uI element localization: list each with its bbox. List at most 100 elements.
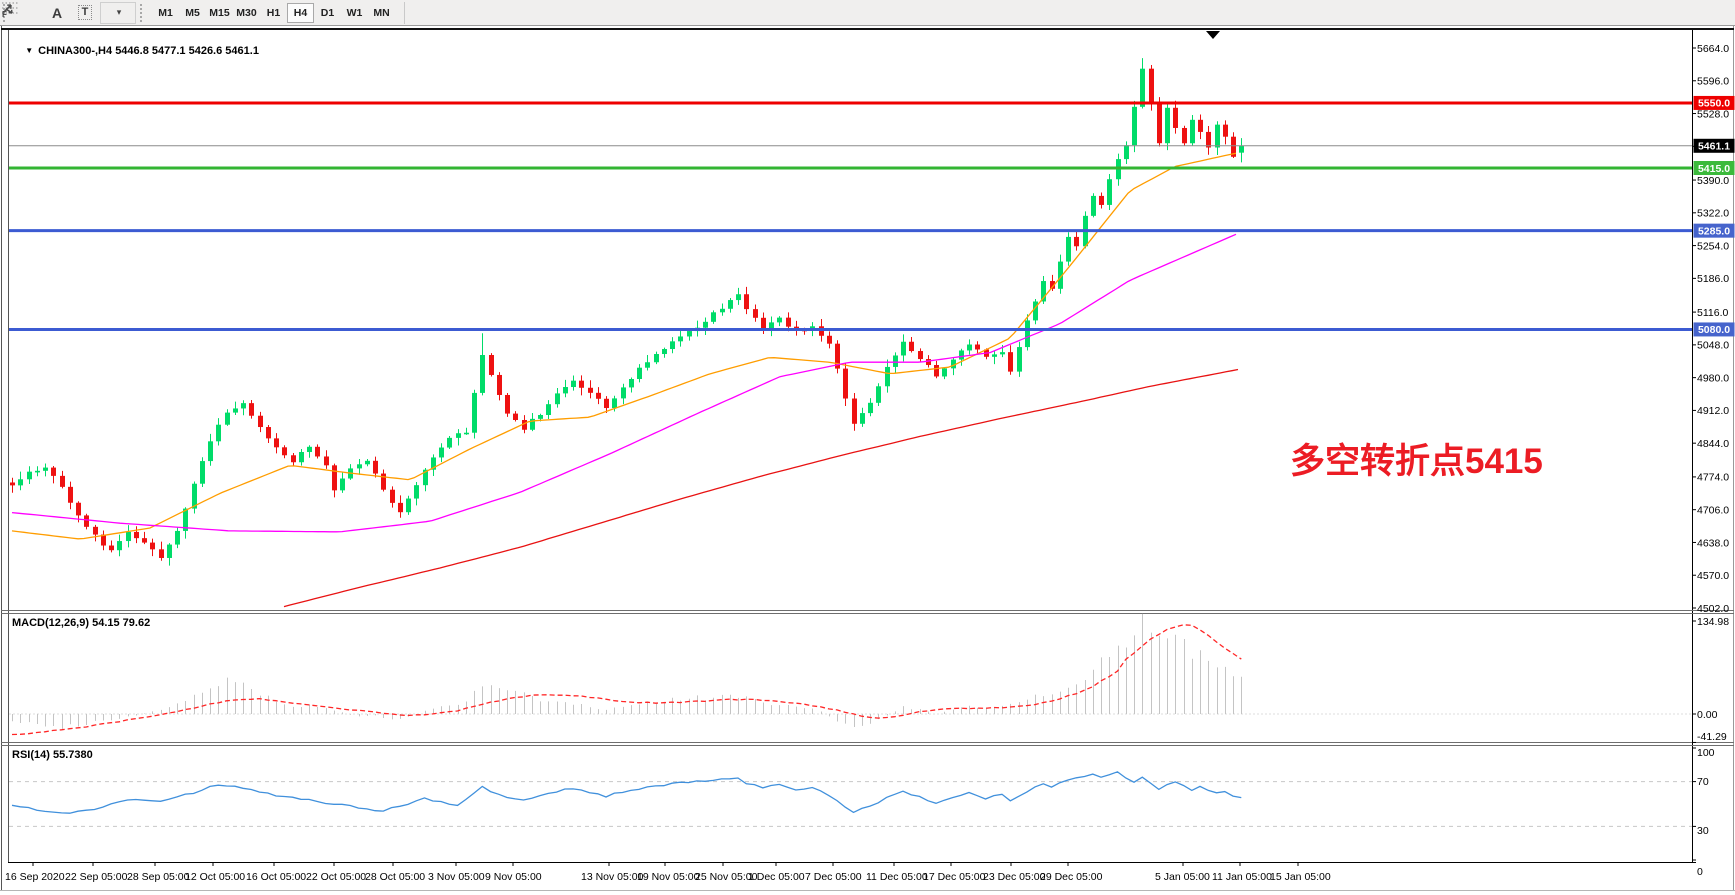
chart-frame (0, 26, 1735, 891)
ma-fast (11, 152, 1237, 540)
price-badge (1693, 95, 1735, 110)
svg-text:-41.29: -41.29 (1697, 731, 1727, 743)
svg-text:22 Sep 05:00: 22 Sep 05:00 (65, 871, 128, 883)
fibonacci-tool-button[interactable]: F (2, 2, 42, 24)
toolbar-grip[interactable] (3, 3, 10, 22)
svg-text:1 Dec 05:00: 1 Dec 05:00 (748, 871, 805, 883)
svg-text:5322.0: 5322.0 (1697, 208, 1729, 220)
svg-text:0.00: 0.00 (1697, 709, 1718, 721)
svg-text:30: 30 (1697, 825, 1709, 837)
label-tool-button[interactable]: T (72, 2, 98, 24)
svg-text:19 Nov 05:00: 19 Nov 05:00 (637, 871, 700, 883)
svg-text:5528.0: 5528.0 (1697, 108, 1729, 120)
svg-text:70: 70 (1697, 776, 1709, 788)
timeframe-button-MN[interactable]: MN (368, 3, 395, 23)
chart-shift-marker (1206, 31, 1220, 39)
toolbar-grip[interactable] (140, 3, 147, 22)
svg-text:5254.0: 5254.0 (1697, 240, 1729, 252)
svg-text:5664.0: 5664.0 (1697, 43, 1729, 55)
svg-text:5285.0: 5285.0 (1698, 225, 1730, 237)
svg-text:4638.0: 4638.0 (1697, 537, 1729, 549)
svg-text:9 Nov 05:00: 9 Nov 05:00 (485, 871, 542, 883)
svg-text:29 Dec 05:00: 29 Dec 05:00 (1040, 871, 1103, 883)
svg-text:5116.0: 5116.0 (1697, 307, 1728, 319)
svg-text:5186.0: 5186.0 (1697, 273, 1729, 285)
toolbar: F A T ▾ M1 M5 M15 M30 H1 H4 D1 W1 MN (0, 0, 1735, 26)
macd-panel: 134.98 0.00 -41.29 (9, 613, 1729, 743)
svg-text:7 Dec 05:00: 7 Dec 05:00 (805, 871, 862, 883)
svg-text:15 Jan 05:00: 15 Jan 05:00 (1270, 871, 1331, 883)
svg-text:5080.0: 5080.0 (1698, 324, 1730, 336)
price-badges-layer: 5550.0 5461.1 5415.0 5285.0 5080.0 (1693, 95, 1735, 337)
timeframe-button-M30[interactable]: M30 (233, 3, 260, 23)
text-tool-button[interactable]: A (44, 2, 70, 24)
rsi-indicator-label: RSI(14) 55.7380 (12, 749, 93, 761)
svg-text:11 Jan 05:00: 11 Jan 05:00 (1212, 871, 1272, 883)
horizontal-lines-layer (9, 101, 1692, 331)
label-tool-icon: T (77, 5, 93, 20)
svg-text:22 Oct 05:00: 22 Oct 05:00 (306, 871, 366, 883)
macd-indicator-label: MACD(12,26,9) 54.15 79.62 (12, 617, 151, 629)
svg-text:F: F (2, 10, 7, 18)
arrows-icon (3, 4, 13, 14)
collapse-icon[interactable]: ▼ (25, 46, 34, 55)
svg-text:25 Nov 05:00: 25 Nov 05:00 (695, 871, 758, 883)
svg-text:4912.0: 4912.0 (1697, 405, 1729, 417)
svg-text:134.98: 134.98 (1697, 616, 1729, 628)
svg-text:4844.0: 4844.0 (1697, 438, 1729, 450)
svg-text:28 Oct 05:00: 28 Oct 05:00 (365, 871, 425, 883)
chevron-down-icon: ▾ (116, 7, 122, 17)
rsi-panel: 100 70 30 0 (9, 747, 1715, 878)
price-badge (1693, 322, 1735, 337)
price-badge (1693, 223, 1735, 238)
timeframe-button-M15[interactable]: M15 (206, 3, 233, 23)
chart-header: ▼ CHINA300-,H4 5446.8 5477.1 5426.6 5461.… (13, 33, 259, 69)
svg-text:12 Oct 05:00: 12 Oct 05:00 (185, 871, 245, 883)
svg-text:100: 100 (1697, 747, 1715, 759)
svg-text:4570.0: 4570.0 (1697, 570, 1729, 582)
price-axis: 5664.05596.05528.05460.05390.05322.05254… (1692, 43, 1729, 615)
svg-text:5550.0: 5550.0 (1698, 98, 1730, 110)
timeframe-button-H1[interactable]: H1 (260, 3, 287, 23)
ma-medium (11, 233, 1237, 533)
svg-text:28 Sep 05:00: 28 Sep 05:00 (127, 871, 190, 883)
toolbar-separator (404, 1, 405, 24)
chart-symbol-period: CHINA300-,H4 (38, 45, 113, 57)
arrows-tool-button[interactable]: ▾ (3, 1, 136, 24)
timeframe-button-M1[interactable]: M1 (152, 3, 179, 23)
svg-text:5048.0: 5048.0 (1697, 340, 1729, 352)
price-badge (1693, 138, 1735, 153)
svg-text:5390.0: 5390.0 (1697, 175, 1729, 187)
svg-text:5596.0: 5596.0 (1697, 76, 1729, 88)
svg-text:0: 0 (1697, 866, 1703, 878)
svg-text:4980.0: 4980.0 (1697, 372, 1729, 384)
timeframe-button-W1[interactable]: W1 (341, 3, 368, 23)
chart-ohlc-values: 5446.8 5477.1 5426.6 5461.1 (115, 45, 259, 57)
timeframe-button-H4[interactable]: H4 (287, 2, 314, 23)
chart-text-annotation[interactable]: 多空转折点5415 (1290, 442, 1543, 481)
price-badge (1693, 161, 1735, 175)
svg-text:17 Dec 05:00: 17 Dec 05:00 (923, 871, 986, 883)
moving-averages-layer (11, 152, 1239, 608)
svg-text:5415.0: 5415.0 (1698, 163, 1730, 175)
svg-text:3 Nov 05:00: 3 Nov 05:00 (428, 871, 485, 883)
svg-text:4706.0: 4706.0 (1697, 504, 1729, 516)
svg-text:13 Nov 05:00: 13 Nov 05:00 (581, 871, 644, 883)
svg-text:4502.0: 4502.0 (1697, 603, 1729, 615)
macd-signal-line (11, 624, 1242, 736)
ma-slow (283, 368, 1239, 608)
candles-layer (10, 58, 1244, 566)
svg-text:5461.1: 5461.1 (1698, 141, 1730, 153)
timeframe-button-M5[interactable]: M5 (179, 3, 206, 23)
svg-text:11 Dec 05:00: 11 Dec 05:00 (866, 871, 928, 883)
svg-text:4774.0: 4774.0 (1697, 472, 1729, 484)
rsi-line (11, 771, 1242, 814)
timeframe-button-D1[interactable]: D1 (314, 3, 341, 23)
text-tool-icon: A (51, 4, 63, 21)
svg-text:16 Sep 2020: 16 Sep 2020 (5, 871, 65, 883)
svg-text:16 Oct 05:00: 16 Oct 05:00 (246, 871, 306, 883)
svg-text:5 Jan 05:00: 5 Jan 05:00 (1155, 871, 1210, 883)
